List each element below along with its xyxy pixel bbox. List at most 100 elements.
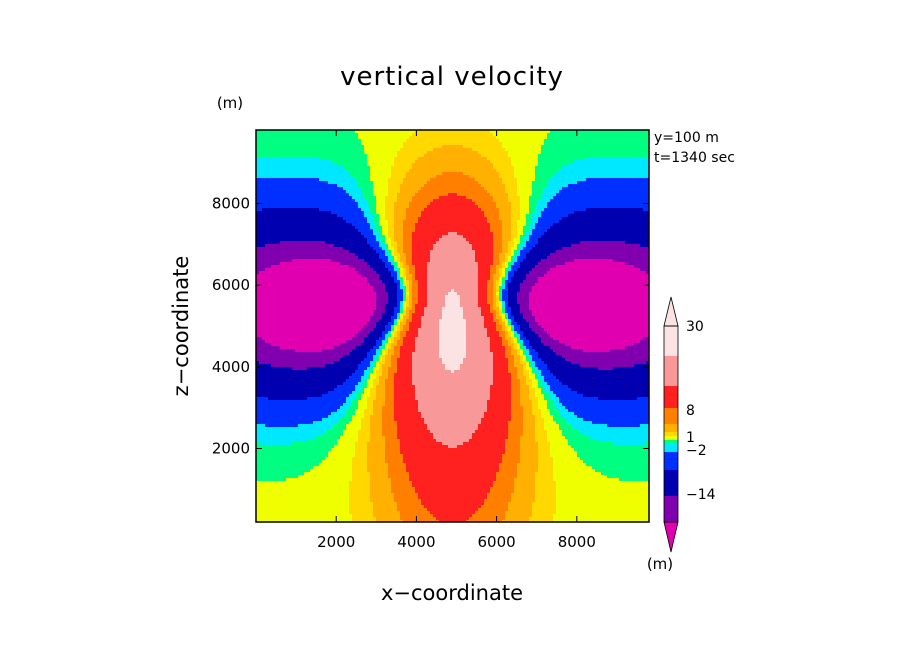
field-cell (481, 157, 485, 161)
field-cell (355, 187, 359, 191)
field-cell (274, 226, 278, 230)
field-cell (535, 235, 539, 239)
field-cell (439, 169, 443, 173)
field-cell (274, 190, 278, 194)
field-cell (589, 199, 593, 203)
field-cell (394, 205, 398, 209)
field-cell (520, 151, 524, 155)
field-cell (304, 142, 308, 146)
field-cell (349, 130, 353, 134)
field-cell (322, 205, 326, 209)
field-cell (400, 196, 404, 200)
field-cell (475, 178, 479, 182)
field-cell (553, 169, 557, 173)
field-cell (439, 199, 443, 203)
field-cell (511, 211, 515, 215)
field-cell (478, 136, 482, 140)
field-cell (499, 154, 503, 158)
field-cell (550, 148, 554, 152)
field-cell (505, 166, 509, 170)
field-cell (403, 142, 407, 146)
field-cell (574, 223, 578, 227)
field-cell (439, 157, 443, 161)
field-cell (565, 130, 569, 134)
field-cell (262, 211, 266, 215)
field-cell (457, 229, 461, 233)
field-cell (616, 220, 620, 224)
field-cell (595, 187, 599, 191)
field-cell (427, 163, 431, 167)
field-cell (598, 151, 602, 155)
field-cell (622, 226, 626, 230)
field-cell (361, 211, 365, 215)
field-cell (280, 136, 284, 140)
field-cell (592, 130, 596, 134)
field-cell (325, 169, 329, 173)
field-cell (505, 217, 509, 221)
field-cell (625, 205, 629, 209)
field-cell (382, 160, 386, 164)
field-cell (583, 232, 587, 236)
field-cell (268, 151, 272, 155)
field-cell (316, 211, 320, 215)
field-cell (367, 190, 371, 194)
field-cell (613, 187, 617, 191)
field-cell (517, 172, 521, 176)
field-cell (442, 199, 446, 203)
field-cell (601, 187, 605, 191)
field-cell (436, 220, 440, 224)
field-cell (280, 202, 284, 206)
field-cell (616, 172, 620, 176)
field-cell (544, 190, 548, 194)
field-cell (595, 241, 599, 245)
field-cell (442, 175, 446, 179)
field-cell (421, 151, 425, 155)
field-cell (328, 235, 332, 239)
field-cell (550, 235, 554, 239)
field-cell (532, 208, 536, 212)
field-cell (421, 217, 425, 221)
field-cell (451, 193, 455, 197)
field-cell (640, 229, 644, 233)
field-cell (427, 205, 431, 209)
field-cell (328, 217, 332, 221)
field-cell (622, 214, 626, 218)
field-cell (286, 151, 290, 155)
field-cell (493, 133, 497, 137)
field-cell (424, 238, 428, 242)
field-cell (316, 205, 320, 209)
field-cell (412, 133, 416, 137)
field-cell (256, 166, 260, 170)
field-cell (466, 196, 470, 200)
field-cell (430, 235, 434, 239)
field-cell (619, 211, 623, 215)
field-cell (424, 154, 428, 158)
field-cell (397, 151, 401, 155)
field-cell (568, 235, 572, 239)
field-cell (457, 160, 461, 164)
field-cell (493, 217, 497, 221)
field-cell (511, 178, 515, 182)
field-cell (490, 241, 494, 245)
field-cell (619, 172, 623, 176)
field-cell (334, 238, 338, 242)
field-cell (454, 172, 458, 176)
field-cell (544, 205, 548, 209)
field-cell (610, 211, 614, 215)
field-cell (499, 202, 503, 206)
field-cell (469, 130, 473, 134)
field-cell (607, 208, 611, 212)
field-cell (532, 154, 536, 158)
field-cell (607, 202, 611, 206)
field-cell (322, 226, 326, 230)
field-cell (334, 214, 338, 218)
field-cell (331, 151, 335, 155)
field-cell (355, 130, 359, 134)
field-cell (454, 202, 458, 206)
field-cell (628, 205, 632, 209)
field-cell (469, 181, 473, 185)
field-cell (394, 202, 398, 206)
field-cell (514, 169, 518, 173)
field-cell (307, 130, 311, 134)
field-cell (406, 136, 410, 140)
